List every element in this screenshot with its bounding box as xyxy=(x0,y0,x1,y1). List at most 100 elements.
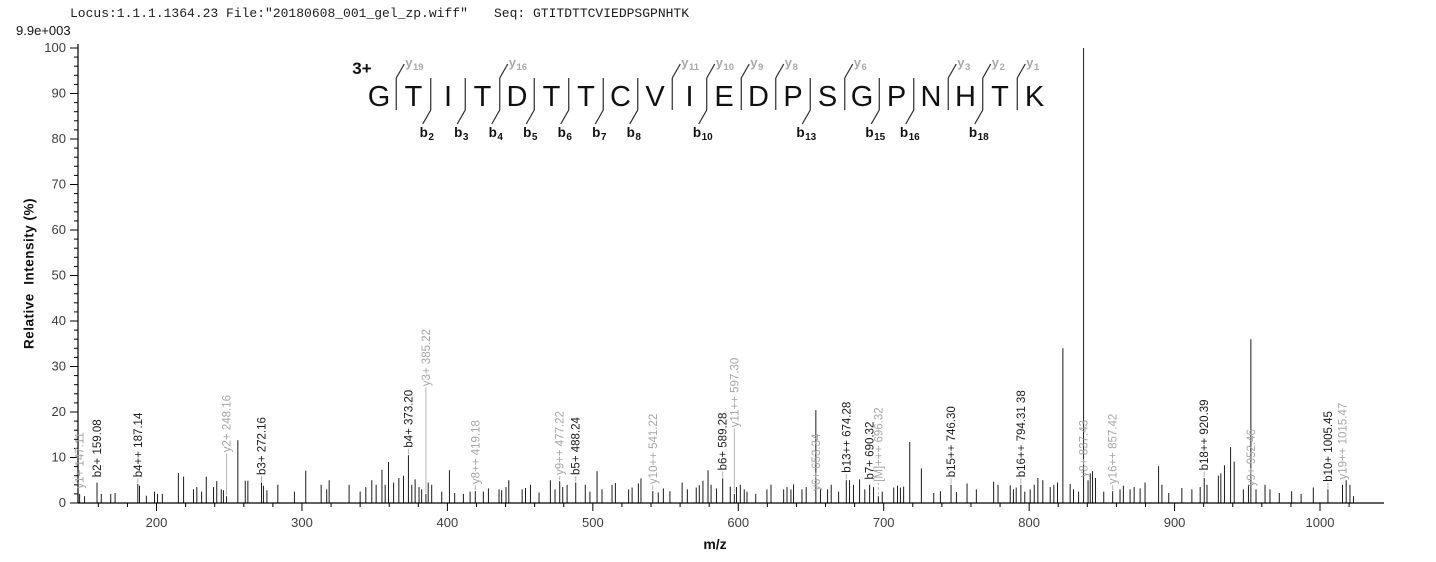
x-tick-label: 700 xyxy=(873,515,895,530)
b-ion-label: b13 xyxy=(796,125,816,143)
y-ion-peak-label: y16++ 857.42 xyxy=(1108,414,1120,484)
x-tick-label: 1000 xyxy=(1306,515,1335,530)
x-tick-label: 300 xyxy=(291,515,313,530)
y-ion-peak-label: y11++ 597.30 xyxy=(729,358,741,428)
x-ticks: 200 300 400 500 600 700 800 900 1000 m/z xyxy=(97,503,1350,552)
residue-letter: P xyxy=(783,81,802,113)
b-ion-label: b15 xyxy=(865,125,885,143)
y-ion-peak-label: y9+ 952.46 xyxy=(1246,429,1258,486)
b-ion-label: b4 xyxy=(489,125,504,143)
y-ion-label: y6 xyxy=(854,55,867,73)
label-leader-lines xyxy=(137,387,1329,496)
b-ion-tick xyxy=(974,109,984,125)
y-ion-peak-label: y10++ 541.22 xyxy=(648,414,660,484)
y-ion-tick xyxy=(395,63,405,79)
y-ion-label: y19 xyxy=(405,55,423,73)
x-tick-label: 600 xyxy=(727,515,749,530)
y-ion-tick xyxy=(775,63,785,79)
y-ion-peak-label: [M]+++ 696.32 xyxy=(873,407,885,482)
b-ion-label: b8 xyxy=(627,125,642,143)
b-ion-peak-label: b5+ 488.24 xyxy=(571,416,583,474)
b-ion-tick xyxy=(905,109,915,125)
b-ion-label: b6 xyxy=(558,125,573,143)
b-ion-label: b10 xyxy=(693,125,713,143)
y-ion-peak-label: y19++ 1015.47 xyxy=(1338,403,1350,480)
b-ion-tick xyxy=(594,109,604,125)
residue-letter: T xyxy=(543,81,561,113)
b-ion-tick xyxy=(491,109,501,125)
b-ion-peak-label: b2+ 159.08 xyxy=(92,419,104,477)
b-ion-tick xyxy=(698,109,708,125)
residue-letter: D xyxy=(748,81,769,113)
y-ion-tick xyxy=(671,63,681,79)
precursor-charge-label: 3+ xyxy=(352,59,371,78)
b-ion-label: b3 xyxy=(454,125,469,143)
b-ion-peak-label: b13++ 674.28 xyxy=(841,402,853,473)
y-tick-label: 0 xyxy=(59,495,66,510)
y-ion-peak-label: y1+ 147.11 xyxy=(75,432,87,488)
b-ion-label: b18 xyxy=(969,125,989,143)
y-ion-label: y8 xyxy=(785,55,798,73)
y-ion-tick xyxy=(1016,63,1026,79)
locus-file-header: Locus:1.1.1.1364.23 File:"20180608_001_g… xyxy=(70,6,468,21)
x-tick-label: 200 xyxy=(146,515,168,530)
residue-letter: E xyxy=(714,81,733,113)
y-ion-tick xyxy=(499,63,509,79)
b-ion-label: b7 xyxy=(592,125,607,143)
y-ion-peak-label: y3+ 385.22 xyxy=(421,329,433,386)
y-ion-label: y11 xyxy=(681,55,699,73)
b-ion-tick xyxy=(629,109,639,125)
residue-letter: K xyxy=(1025,81,1045,113)
b-ion-peak-label: b18++ 920.39 xyxy=(1199,399,1211,470)
residue-letter: G xyxy=(368,81,391,113)
y-ion-tick xyxy=(706,63,716,79)
y-ion-peak-label: y8++ 419.18 xyxy=(470,420,482,484)
b-ion-peak-label: b4+ 373.20 xyxy=(403,390,415,448)
y-tick-label: 70 xyxy=(52,177,66,192)
y-ion-peak-label: y6+ 653.34 xyxy=(811,433,823,491)
b-ion-tick xyxy=(801,109,811,125)
y-ion-label: y1 xyxy=(1026,55,1040,73)
intensity-scale-label: 9.9e+003 xyxy=(16,23,71,38)
y-tick-label: 50 xyxy=(52,268,66,283)
b-ion-peak-label: b6+ 589.28 xyxy=(718,413,730,471)
sequence-header: Seq: GTITDTTCVIEDPSGPNHTK xyxy=(494,6,690,21)
residue-letter: P xyxy=(887,81,906,113)
y-ion-label: y3 xyxy=(957,55,970,73)
b-ion-peak-label: b7+ 690.32 xyxy=(865,422,877,480)
y-ion-tick xyxy=(740,63,750,79)
residue-letter: I xyxy=(444,81,452,113)
y-tick-label: 90 xyxy=(52,86,66,101)
x-tick-label: 900 xyxy=(1164,515,1186,530)
residue-letter: V xyxy=(645,81,665,113)
residue-letter: H xyxy=(955,81,976,113)
b-ion-peak-label: b4++ 187.14 xyxy=(133,412,145,477)
x-tick-label: 400 xyxy=(437,515,459,530)
residue-letter: C xyxy=(610,81,631,113)
y-tick-label: 10 xyxy=(52,450,66,465)
y-tick-label: 80 xyxy=(52,131,66,146)
residue-letter: T xyxy=(577,81,595,113)
b-ion-label: b5 xyxy=(523,125,538,143)
b-ion-label: b2 xyxy=(420,125,435,143)
residue-letter: D xyxy=(507,81,528,113)
y-ticks: 0 10 20 30 40 50 60 70 80 90 100 xyxy=(44,40,78,510)
spectrum-peaks xyxy=(79,48,1354,503)
y-ion-peak-label: y2+ 248.16 xyxy=(222,395,234,452)
x-tick-label: 500 xyxy=(582,515,604,530)
y-ion-peak-label: y9++ 477.22 xyxy=(555,411,567,475)
y-ion-tick xyxy=(947,63,957,79)
y-tick-label: 20 xyxy=(52,404,66,419)
residue-letter: T xyxy=(991,81,1009,113)
y-ion-label: y2 xyxy=(992,55,1005,73)
y-ion-peak-label: y8+ 837.43 xyxy=(1079,420,1091,477)
y-tick-label: 40 xyxy=(52,313,66,328)
b-ion-label: b16 xyxy=(900,125,920,143)
y-tick-label: 60 xyxy=(52,222,66,237)
y-tick-label: 30 xyxy=(52,359,66,374)
residue-letter: T xyxy=(405,81,423,113)
y-ion-tick xyxy=(844,63,854,79)
y-ion-label: y10 xyxy=(716,55,734,73)
